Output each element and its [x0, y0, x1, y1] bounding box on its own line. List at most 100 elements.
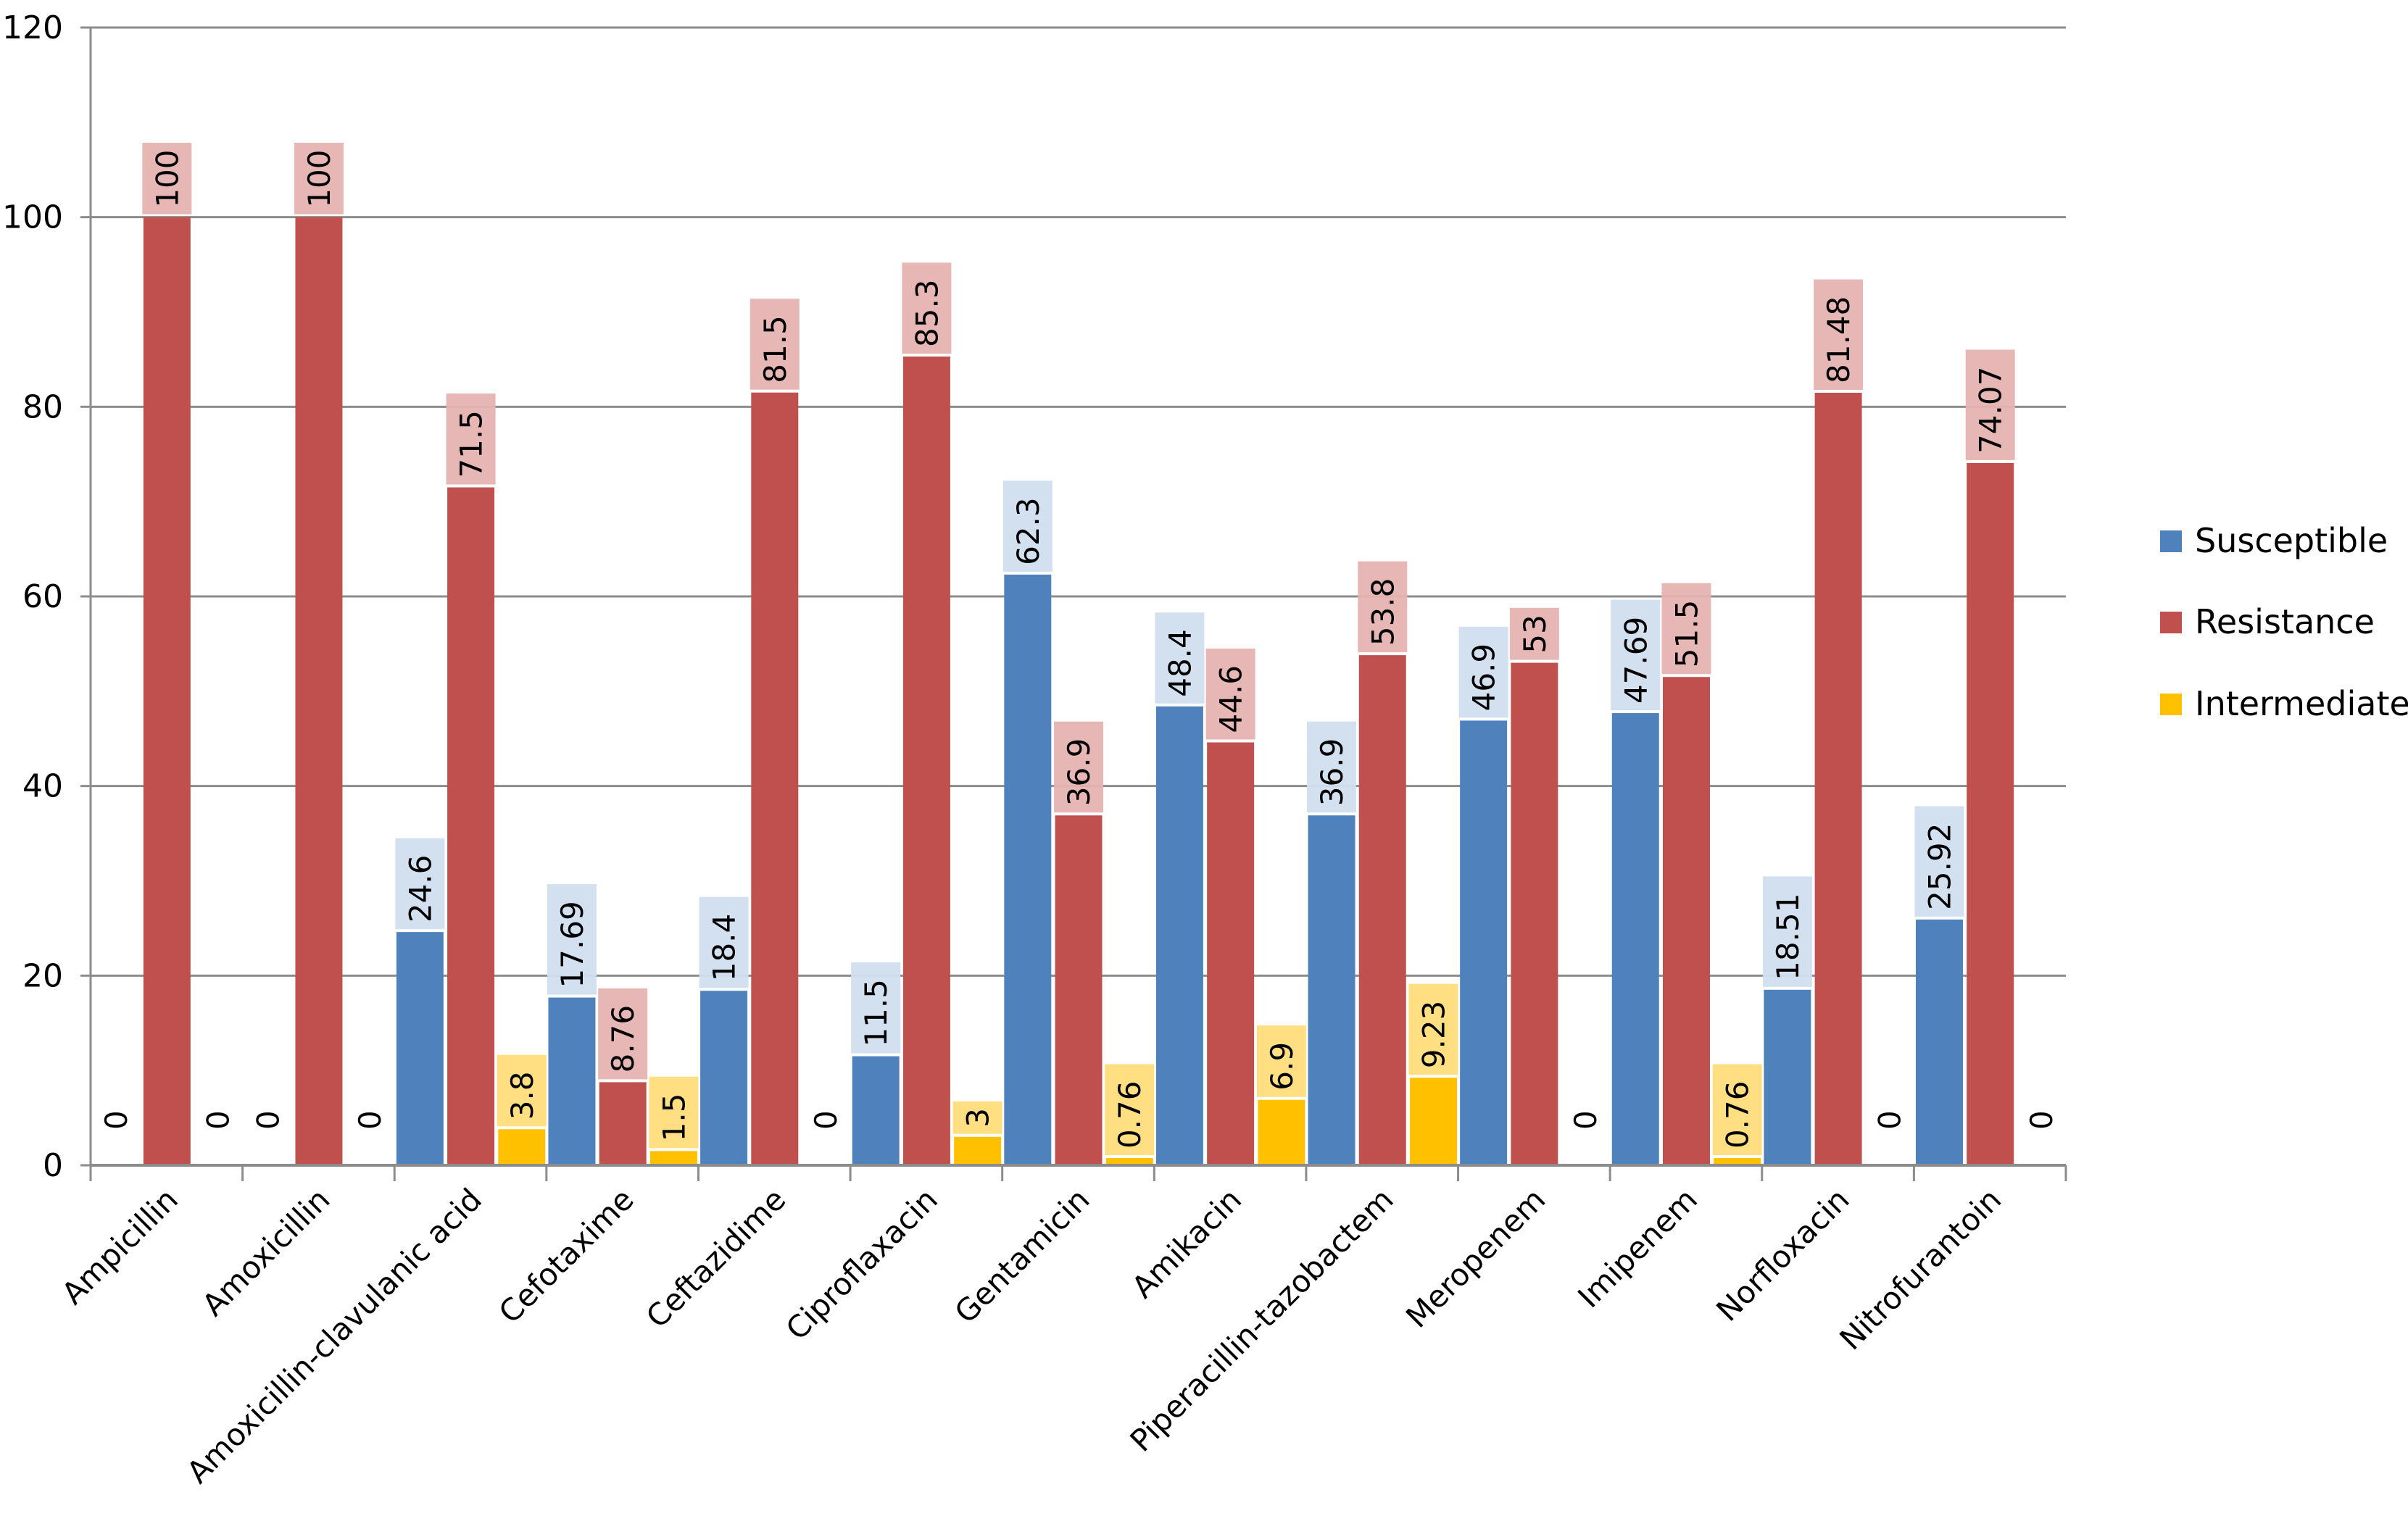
data-label-bg [1408, 983, 1458, 1075]
x-tick-label: Amoxicillin [195, 1181, 336, 1323]
x-tick-label: Piperacillin-tazobactem [1123, 1181, 1400, 1458]
bar-resistance [1967, 462, 2014, 1165]
data-label: 0 [1568, 1110, 1603, 1130]
data-label-bg [699, 896, 749, 988]
data-label: 6.9 [1264, 1042, 1300, 1091]
data-label: 51.5 [1669, 600, 1704, 668]
bar-resistance [599, 1082, 647, 1165]
data-label-bg [1358, 561, 1408, 653]
bar-susceptible [1916, 919, 1963, 1165]
data-label: 0 [251, 1110, 286, 1130]
y-axis: 0 20 40 60 80 100 120 [2, 9, 92, 1184]
legend-swatch [2160, 694, 2182, 715]
data-label-bg [1105, 1064, 1155, 1156]
data-label-bg [750, 299, 800, 390]
data-label: 24.6 [402, 855, 438, 923]
data-label: 0 [2024, 1110, 2059, 1130]
data-label: 53 [1517, 615, 1553, 653]
data-label-bg [1256, 1025, 1306, 1097]
bar-intermediate [1105, 1158, 1153, 1165]
data-label: 85.3 [909, 279, 944, 347]
bar-susceptible [700, 991, 748, 1165]
data-label: 0.76 [1720, 1081, 1756, 1149]
bar-susceptible [1611, 713, 1659, 1165]
bar-intermediate [649, 1151, 697, 1165]
data-label-bg [446, 393, 496, 485]
x-tick-label: Norfloxacin [1709, 1181, 1856, 1328]
data-label-bg [649, 1076, 699, 1149]
bar-intermediate [1714, 1158, 1761, 1165]
data-label: 3.8 [505, 1071, 540, 1120]
y-tick-label: 60 [22, 578, 63, 615]
bar-susceptible [1460, 720, 1508, 1165]
data-label: 81.48 [1821, 296, 1856, 383]
data-label-bg [1914, 806, 1964, 917]
data-label: 0.76 [1112, 1081, 1147, 1149]
data-label-bg [1458, 626, 1508, 718]
data-label: 100 [149, 149, 185, 207]
data-label-bg [1307, 721, 1357, 813]
data-label: 48.4 [1162, 629, 1197, 697]
data-label: 0 [1872, 1110, 1907, 1130]
data-label: 81.5 [757, 315, 793, 383]
bar-resistance [1358, 655, 1406, 1165]
legend-label: Resistance [2195, 602, 2375, 641]
data-label: 0 [201, 1110, 236, 1130]
data-label: 18.4 [707, 914, 742, 982]
bar-intermediate [954, 1136, 1002, 1165]
bar-susceptible [396, 932, 444, 1165]
bar-resistance [751, 392, 799, 1166]
y-tick-label: 120 [2, 9, 63, 46]
legend-item-intermediate: Intermediate [2160, 684, 2408, 723]
legend-label: Intermediate [2195, 684, 2408, 723]
x-tick-label: Meropenem [1399, 1181, 1552, 1334]
data-label-bg [1002, 480, 1053, 572]
bar-susceptible [852, 1056, 900, 1165]
data-label: 8.76 [605, 1005, 641, 1073]
legend-item-susceptible: Susceptible [2160, 521, 2388, 560]
data-label: 46.9 [1466, 644, 1502, 712]
bars [143, 217, 2014, 1166]
data-label: 0 [808, 1110, 844, 1130]
y-tick-label: 100 [2, 199, 63, 236]
x-axis: Ampicillin AmoxicillinAmoxicillin-clavula… [55, 1164, 2067, 1490]
bar-resistance [1662, 677, 1710, 1165]
data-label-bg [547, 884, 597, 995]
y-tick-label: 20 [22, 957, 63, 994]
data-label: 74.07 [1973, 367, 2009, 454]
data-label-bg [1509, 607, 1559, 660]
data-label: 71.5 [454, 410, 489, 478]
data-label-bg [1205, 648, 1255, 740]
data-label-bg [395, 838, 445, 930]
data-label: 18.51 [1770, 894, 1806, 980]
data-label-bg [1054, 721, 1104, 813]
bar-resistance [1511, 662, 1558, 1165]
data-label-bg [952, 1101, 1002, 1134]
legend-swatch [2160, 612, 2182, 633]
bar-susceptible [548, 997, 596, 1165]
data-label: 53.8 [1365, 578, 1400, 646]
bar-intermediate [1409, 1078, 1457, 1165]
bar-susceptible [1764, 989, 1811, 1165]
legend-item-resistance: Resistance [2160, 602, 2375, 641]
y-tick-label: 80 [22, 388, 63, 425]
data-label: 47.69 [1618, 617, 1653, 704]
bar-resistance [902, 356, 950, 1165]
data-label: 17.69 [555, 901, 590, 988]
x-tick-label: Gentamicin [947, 1181, 1096, 1330]
bar-susceptible [1155, 706, 1203, 1165]
data-label-bg [1611, 599, 1661, 711]
bar-resistance [143, 217, 191, 1166]
legend-label: Susceptible [2195, 521, 2388, 560]
data-label: 11.5 [858, 979, 894, 1047]
data-label-bg [497, 1054, 547, 1127]
data-label-bg [1762, 876, 1812, 987]
bar-intermediate [1258, 1099, 1305, 1165]
legend-swatch [2160, 530, 2182, 552]
data-label-bg [1712, 1064, 1762, 1156]
data-label: 36.9 [1314, 738, 1350, 807]
y-tick-label: 0 [43, 1147, 63, 1184]
x-tick-label: Ampicillin [55, 1181, 185, 1311]
data-label: 3 [960, 1108, 996, 1128]
x-tick-label: Cefotaxime [492, 1181, 641, 1330]
